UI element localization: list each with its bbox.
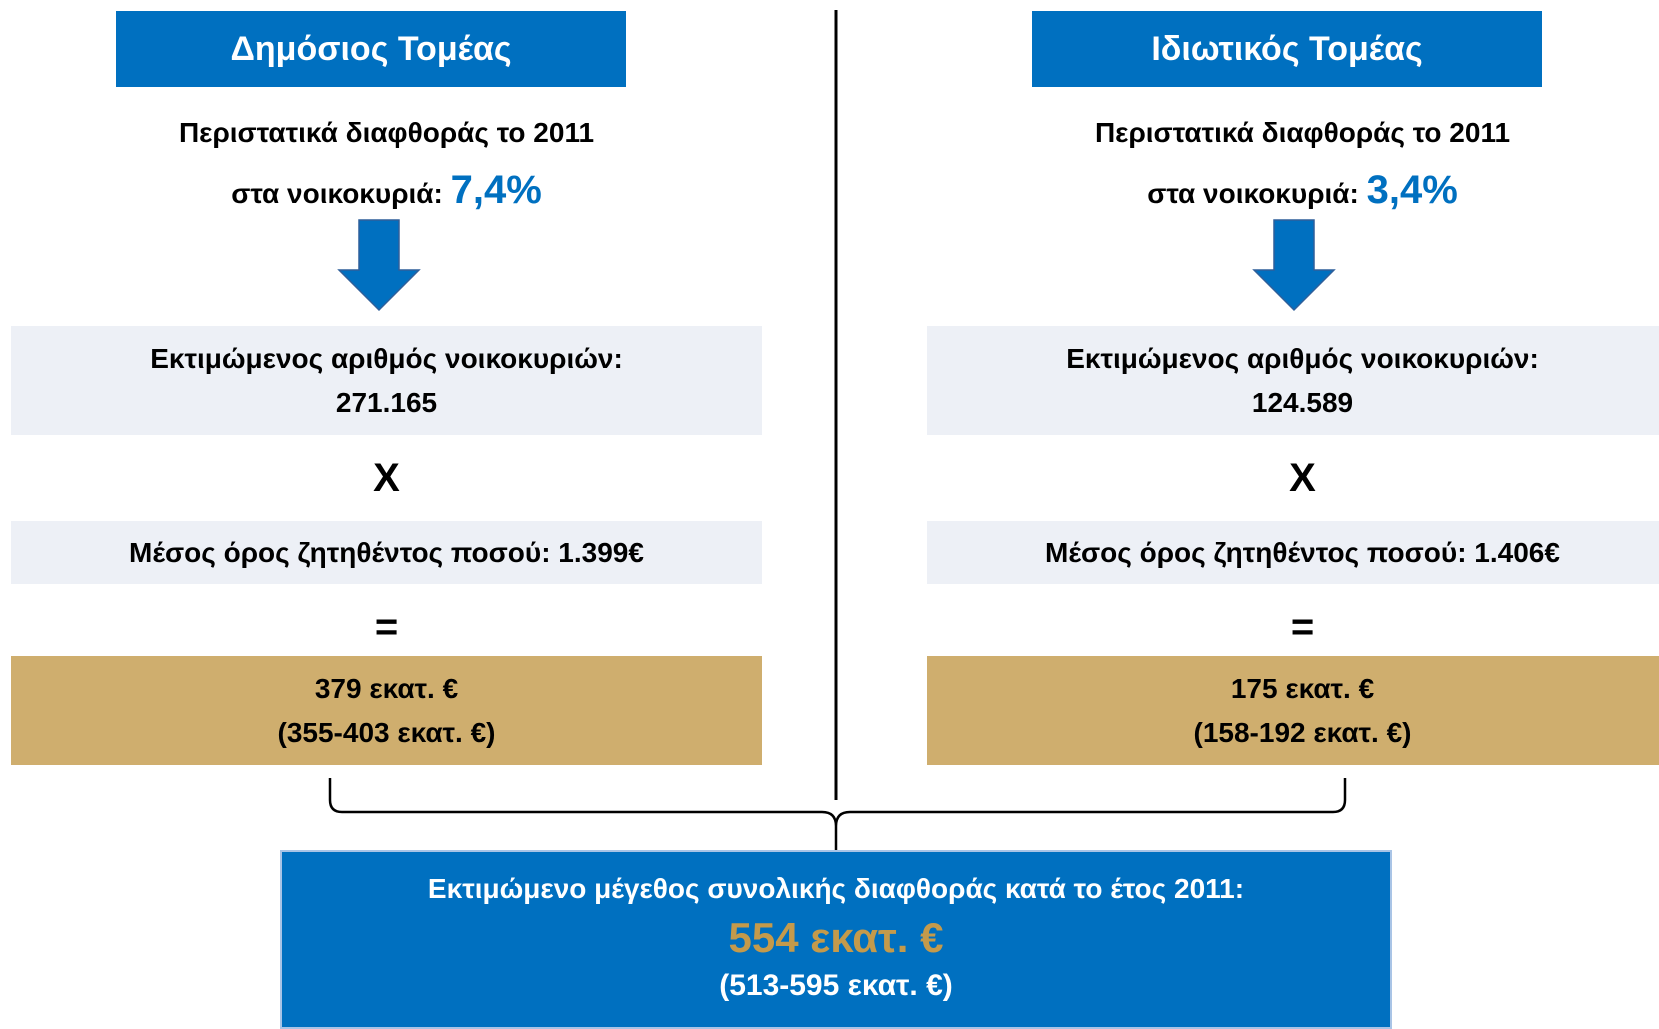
total-box [927,656,1659,765]
households: 271.165 [335,387,438,418]
avg-label: Μέσος όρος ζητηθέντος ποσού: 1.399€ [11,521,762,584]
households: 124.589 [1251,387,1354,418]
equals: = [1290,605,1315,649]
times: X [1289,456,1316,500]
summary-title: Εκτιμώμενο μέγεθος συνολικής διαφθοράς κ… [427,873,1245,904]
total-box [11,656,762,765]
column: Δημόσιος Τομέας Περιστατικά διαφθοράς το… [11,0,762,780]
avg-label: Μέσος όρος ζητηθέντος ποσού: 1.406€ [927,521,1659,584]
brace [328,778,1347,850]
households-label: στα νοικοκυριά: [231,178,443,209]
households-title: Εκτιμώμενος αριθμός νοικοκυριών: [1066,343,1539,374]
households-box [11,326,762,435]
incidents-label: Περιστατικά διαφθοράς το 2011 [178,117,595,148]
header: Ιδιωτικός Τομέας [1032,11,1542,87]
arrow [1252,219,1336,312]
arrow [337,219,421,312]
total: 175 εκατ. € [1230,673,1375,704]
equals: = [374,605,399,649]
range: (158-192 εκατ. €) [1193,717,1412,748]
rate-line: στα νοικοκυριά: 3,4% [927,168,1659,216]
rate: 7,4% [450,168,542,212]
total: 379 εκατ. € [314,673,459,704]
column: Ιδιωτικός Τομέας Περιστατικά διαφθοράς τ… [927,0,1659,780]
rate-line: στα νοικοκυριά: 7,4% [11,168,762,216]
range: (355-403 εκατ. €) [277,717,496,748]
households-title: Εκτιμώμενος αριθμός νοικοκυριών: [150,343,623,374]
times: X [373,456,400,500]
incidents-label: Περιστατικά διαφθοράς το 2011 [1094,117,1511,148]
summary-range: (513-595 εκατ. €) [719,969,953,1002]
summary-box: Εκτιμώμενο μέγεθος συνολικής διαφθοράς κ… [280,850,1392,1029]
header: Δημόσιος Τομέας [116,11,626,87]
households-label: στα νοικοκυριά: [1147,178,1359,209]
households-box [927,326,1659,435]
summary-total: 554 εκατ. € [728,914,944,961]
rate: 3,4% [1366,168,1458,212]
